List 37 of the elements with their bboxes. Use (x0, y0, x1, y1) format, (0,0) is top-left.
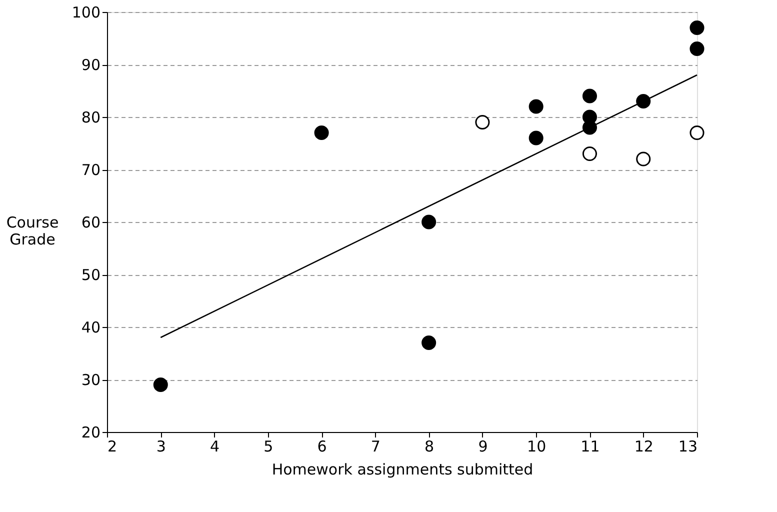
point (690, 125, 704, 140)
y-tick-label: 70 (81, 161, 100, 179)
y-tick-label: 50 (81, 266, 100, 284)
point (636, 94, 651, 109)
x-tick-label: 5 (264, 438, 274, 456)
point (153, 377, 168, 392)
x-tick-label: 8 (424, 438, 434, 456)
point (690, 20, 704, 36)
x-tick-label: 7 (370, 438, 380, 456)
x-axis-title: Homework assignments submitted (272, 460, 534, 478)
x-tick-label: 4 (210, 438, 220, 456)
y-tick-label: 20 (81, 424, 100, 442)
point (528, 130, 544, 146)
point (422, 214, 436, 230)
y-axis-title: Course Grade (6, 214, 59, 248)
y-tick-label: 40 (81, 318, 100, 336)
x-tick-label: 3 (156, 438, 166, 456)
y-tick-label: 30 (81, 371, 100, 389)
y-tick-label: 100 (72, 4, 100, 22)
x-tick-label: 6 (317, 438, 327, 456)
x-tick-label: 11 (580, 438, 600, 456)
x-tick-label: 13 (678, 438, 698, 456)
point (690, 41, 704, 56)
point (314, 125, 329, 140)
point (636, 152, 651, 166)
point (475, 114, 490, 130)
point (422, 335, 436, 350)
point (528, 99, 544, 114)
point (582, 146, 597, 162)
point (582, 88, 597, 104)
y-tick-label: 60 (81, 214, 100, 232)
y-tick-label: 80 (81, 108, 100, 126)
y-tick-label: 90 (81, 56, 100, 74)
x-tick-label: 10 (527, 438, 546, 456)
x-tick-label: 12 (634, 438, 654, 456)
x-tick-label: 9 (478, 438, 488, 456)
x-tick-label: 2 (108, 438, 118, 456)
